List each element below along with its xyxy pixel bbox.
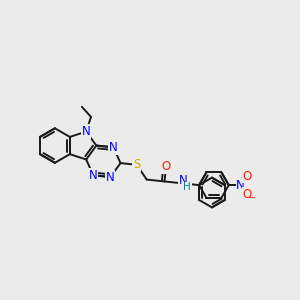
Text: S: S: [133, 158, 140, 171]
Text: O: O: [243, 188, 252, 200]
Text: N: N: [89, 169, 98, 182]
Text: N: N: [82, 125, 91, 138]
Text: O: O: [243, 170, 252, 183]
Text: N: N: [106, 170, 115, 184]
Text: O: O: [161, 160, 171, 173]
Text: −: −: [248, 194, 256, 203]
Text: N: N: [109, 141, 118, 154]
Text: N: N: [178, 175, 187, 188]
Text: +: +: [242, 176, 249, 185]
Text: H: H: [183, 182, 191, 192]
Text: N: N: [236, 178, 245, 192]
